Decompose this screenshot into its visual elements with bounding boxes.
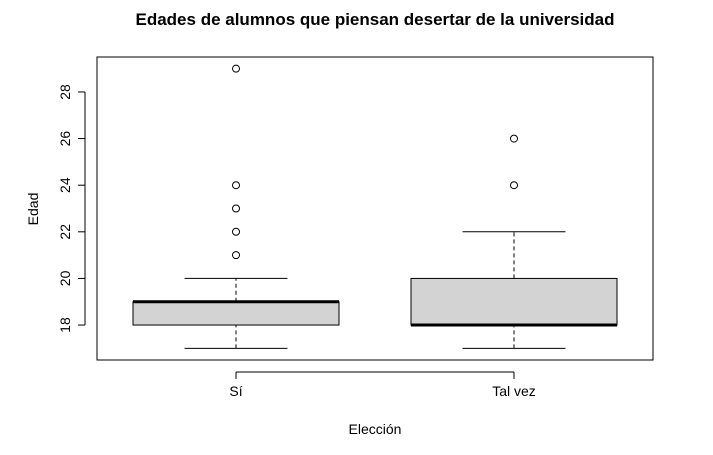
box-2 bbox=[410, 134, 618, 349]
x-tick-label: Tal vez bbox=[492, 383, 536, 399]
x-axis-label: Elección bbox=[349, 421, 402, 437]
outlier-point bbox=[510, 134, 518, 143]
boxes bbox=[132, 64, 618, 349]
y-tick-label: 28 bbox=[57, 84, 73, 100]
y-tick-label: 20 bbox=[57, 270, 73, 286]
y-axis-label: Edad bbox=[25, 193, 41, 226]
outlier-point bbox=[510, 181, 518, 190]
iqr-box bbox=[132, 301, 340, 326]
box-1 bbox=[132, 64, 340, 349]
y-tick-label: 22 bbox=[57, 224, 73, 240]
outlier-point bbox=[232, 251, 240, 260]
x-tick-label: Sí bbox=[229, 383, 242, 399]
iqr-box bbox=[410, 277, 618, 326]
outlier-point bbox=[232, 204, 240, 213]
x-axis: Sí Tal vez bbox=[229, 371, 536, 399]
chart-title: Edades de alumnos que piensan desertar d… bbox=[136, 10, 615, 29]
outlier-point bbox=[232, 181, 240, 190]
outlier-point bbox=[232, 227, 240, 236]
y-tick-label: 18 bbox=[57, 317, 73, 333]
y-tick-label: 26 bbox=[57, 131, 73, 147]
outlier-point bbox=[232, 64, 240, 73]
y-tick-label: 24 bbox=[57, 177, 73, 193]
y-axis: 18 20 22 24 26 28 bbox=[57, 84, 86, 333]
plot-frame bbox=[96, 56, 654, 361]
